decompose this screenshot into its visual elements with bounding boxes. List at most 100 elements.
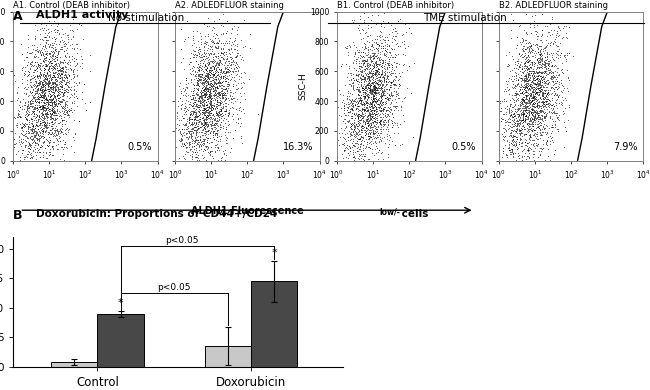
Point: [191, 106, 202, 113]
Point: [343, 150, 353, 156]
Point: [542, 51, 552, 57]
Point: [239, 18, 250, 24]
Point: [181, 93, 192, 99]
Point: [497, 125, 508, 131]
Point: [515, 101, 525, 107]
Point: [201, 102, 211, 108]
Point: [49, 128, 60, 135]
Point: [379, 134, 389, 140]
Point: [214, 99, 224, 105]
Point: [358, 113, 369, 120]
Point: [67, 53, 77, 59]
Point: [23, 141, 34, 147]
Point: [187, 122, 197, 128]
Point: [225, 77, 235, 83]
Point: [42, 32, 52, 39]
Point: [196, 51, 207, 57]
Point: [200, 128, 210, 134]
Point: [534, 85, 544, 92]
Point: [216, 106, 226, 112]
Point: [40, 122, 51, 128]
Point: [552, 28, 562, 34]
Point: [14, 133, 25, 139]
Point: [363, 122, 373, 128]
Point: [365, 85, 376, 91]
Point: [48, 85, 58, 91]
Point: [520, 96, 530, 103]
Point: [44, 75, 55, 81]
Point: [30, 35, 40, 42]
Point: [27, 59, 37, 66]
Point: [45, 92, 55, 99]
Point: [47, 139, 58, 145]
Point: [517, 143, 528, 149]
Point: [531, 89, 541, 95]
Point: [204, 135, 214, 142]
Point: [186, 126, 196, 132]
Point: [31, 122, 41, 128]
Point: [31, 53, 42, 59]
Point: [340, 125, 350, 131]
Point: [512, 136, 522, 142]
Point: [410, 60, 420, 67]
Point: [61, 145, 72, 151]
Point: [363, 80, 374, 87]
Point: [43, 83, 53, 89]
Point: [526, 137, 537, 143]
Point: [522, 67, 532, 73]
Point: [387, 120, 397, 126]
Point: [356, 124, 366, 130]
Point: [526, 83, 536, 90]
Point: [504, 106, 514, 112]
Point: [190, 158, 200, 164]
Point: [38, 101, 48, 108]
Point: [525, 91, 536, 97]
Point: [30, 128, 40, 135]
Point: [26, 76, 36, 82]
Point: [363, 112, 373, 119]
Point: [38, 81, 48, 87]
Point: [542, 158, 552, 164]
Point: [510, 106, 521, 112]
Point: [536, 53, 547, 59]
Point: [46, 123, 57, 129]
Point: [359, 101, 369, 107]
Point: [525, 64, 536, 70]
Point: [23, 145, 34, 151]
Point: [33, 95, 44, 101]
Point: [509, 110, 519, 117]
Point: [194, 46, 205, 52]
Point: [385, 134, 395, 140]
Point: [214, 99, 225, 105]
Point: [523, 31, 533, 37]
Point: [215, 79, 226, 85]
Point: [528, 67, 538, 74]
Point: [228, 111, 239, 117]
Point: [49, 56, 60, 62]
Point: [210, 35, 220, 41]
Point: [43, 66, 53, 72]
Point: [57, 86, 67, 92]
Point: [388, 36, 398, 42]
Point: [561, 97, 571, 103]
Point: [356, 79, 366, 85]
Point: [224, 97, 234, 103]
Point: [538, 48, 548, 54]
Point: [203, 127, 213, 133]
Point: [203, 58, 213, 65]
Point: [68, 137, 79, 143]
Point: [529, 80, 539, 86]
Point: [235, 90, 246, 96]
Point: [367, 90, 377, 96]
Point: [532, 103, 542, 109]
Point: [522, 63, 532, 69]
Point: [355, 135, 365, 142]
Point: [172, 115, 183, 121]
Point: [223, 95, 233, 101]
Point: [224, 81, 234, 87]
Point: [528, 118, 538, 124]
Point: [62, 39, 73, 46]
Point: [218, 103, 228, 109]
Point: [46, 85, 56, 91]
Point: [526, 116, 537, 122]
